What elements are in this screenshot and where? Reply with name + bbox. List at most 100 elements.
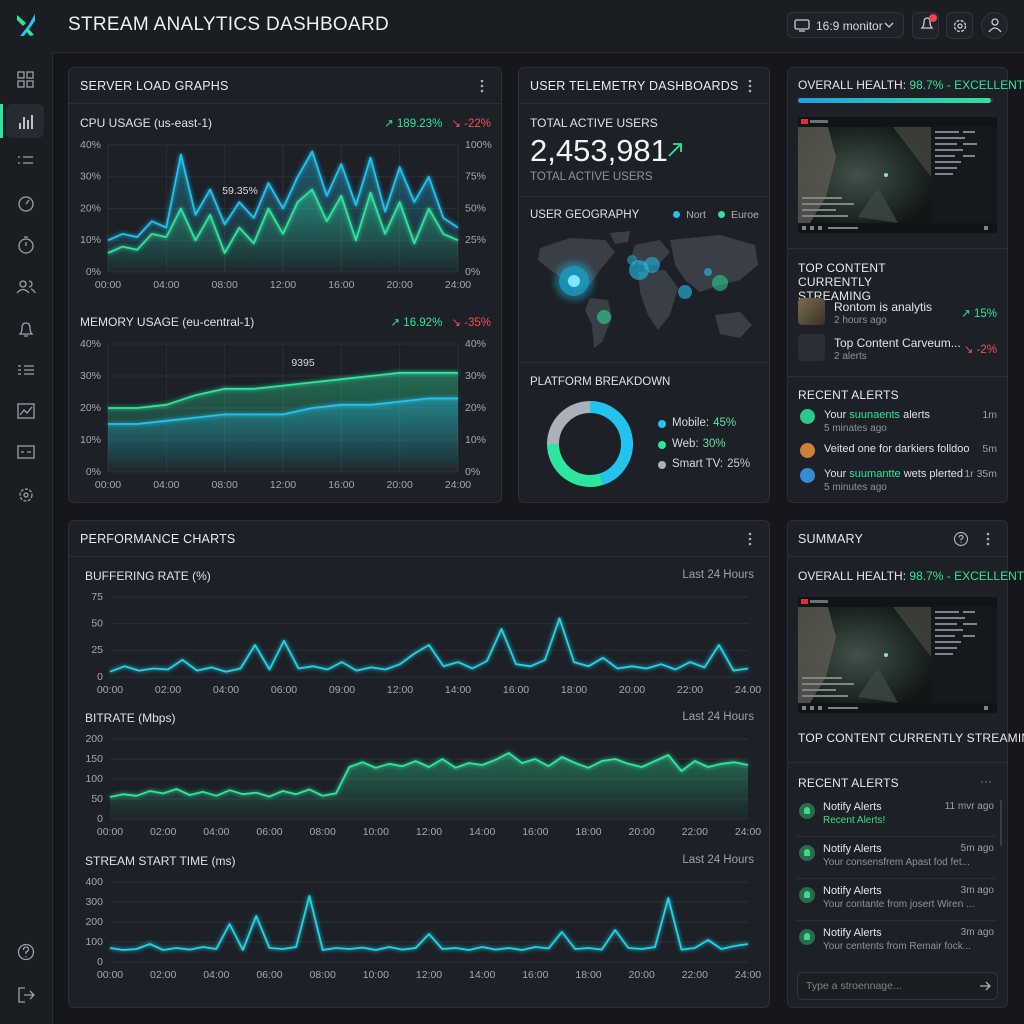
x-tick-label: 04:00 <box>213 684 239 696</box>
bubble <box>704 268 712 276</box>
annotation: 59.35% <box>222 185 258 197</box>
logo-part <box>20 14 35 36</box>
nav-speed[interactable] <box>18 196 34 212</box>
sidebar <box>0 52 53 1024</box>
thumb-lines-part <box>935 161 961 163</box>
menu-button[interactable] <box>747 532 753 546</box>
nav-settings[interactable] <box>19 488 33 502</box>
logo-part <box>26 28 34 36</box>
send-button[interactable] <box>979 980 991 992</box>
x-tick-label: 24.00 <box>735 684 761 696</box>
divider <box>788 376 1007 377</box>
alerts-more[interactable]: ··· <box>980 774 992 788</box>
y-tick-label: 30% <box>80 171 101 183</box>
logo[interactable] <box>14 12 38 38</box>
alert-icon-dot <box>804 807 810 814</box>
nav-logs[interactable] <box>18 365 34 375</box>
menu-button[interactable] <box>985 532 991 546</box>
y2-tick-label: 75% <box>465 171 486 183</box>
alert-time: 5m <box>982 443 997 455</box>
menu-dots <box>986 532 990 546</box>
x-tick-label: 12:00 <box>270 479 296 491</box>
monitor-icon <box>794 19 810 32</box>
panel-title: SERVER LOAD GRAPHS <box>80 79 229 93</box>
stream-thumbnail[interactable] <box>798 117 997 233</box>
thumb-player <box>884 653 888 657</box>
trend-part <box>668 143 682 157</box>
change-down: ↘ -22% <box>451 118 491 130</box>
content-change: ↗ 15% <box>961 308 997 320</box>
bubble <box>644 257 660 273</box>
alert-icon <box>800 409 815 424</box>
health-status: 98.7% - EXCELLENT <box>909 569 1024 583</box>
x-tick-label: 09:00 <box>329 684 355 696</box>
value-label: 25% <box>727 458 751 470</box>
sidebar-icons[interactable] <box>16 70 36 1010</box>
menu-dots-part <box>480 79 484 83</box>
menu-button[interactable] <box>747 79 753 93</box>
thumb-lines-part <box>935 173 953 175</box>
nav-help[interactable] <box>17 943 35 961</box>
area <box>108 189 458 272</box>
y-tick-label: 0% <box>86 266 101 278</box>
nav-users[interactable] <box>19 280 27 288</box>
alert-meta: 5 minates ago <box>824 423 887 434</box>
nav-reports[interactable] <box>17 403 35 419</box>
monitor-dropdown[interactable] <box>787 12 904 38</box>
thumb-lines-part <box>963 635 975 637</box>
x-tick-label: 14:00 <box>445 684 471 696</box>
settings-button[interactable] <box>946 12 973 39</box>
thumb-rock <box>893 127 931 177</box>
bell-icon <box>920 14 937 29</box>
alert-text: Veited one for darkiers folldoo <box>824 443 970 455</box>
x-tick-label: 24:00 <box>445 279 471 291</box>
scrollbar[interactable] <box>1000 800 1002 846</box>
x-tick-label: 16:00 <box>503 684 529 696</box>
section-title: TOP CONTENT CURRENTLY STREAMING <box>798 261 886 303</box>
menu-dots-part <box>748 532 752 536</box>
divider <box>797 878 995 879</box>
x-tick-label: 06:00 <box>256 826 282 838</box>
thumb-lines-part <box>935 647 957 649</box>
x-tick-label: 20:00 <box>629 969 655 981</box>
nav-logout[interactable] <box>18 987 35 1003</box>
alert-meta: Your centents from Remair fock... <box>823 941 972 952</box>
x-tick-label: 00:00 <box>95 279 121 291</box>
world-map <box>538 231 758 348</box>
y2-tick-label: 25% <box>465 234 486 246</box>
x-tick-label: 24:00 <box>445 479 471 491</box>
panel-title: USER TELEMETRY DASHBOARDS <box>530 79 739 93</box>
menu-dots <box>748 532 752 546</box>
nav-speed-part <box>25 199 30 205</box>
nav-timer[interactable] <box>18 238 34 254</box>
thumb-lines-part <box>828 227 858 229</box>
thumb-lines-part <box>984 226 988 230</box>
nav-alerts[interactable] <box>18 322 34 337</box>
alert-meta: 5 minutes ago <box>824 482 887 493</box>
health-status: 98.7% - EXCELLENT <box>909 78 1024 92</box>
alert-text-part: Veited one for darkiers folldoo <box>824 443 970 455</box>
menu-button[interactable] <box>479 79 485 93</box>
chart-title: STREAM START TIME (ms) <box>85 854 236 868</box>
nav-list[interactable] <box>18 156 33 164</box>
health-line: OVERALL HEALTH: 98.7% - EXCELLENT <box>798 78 1024 92</box>
line <box>107 188 459 254</box>
nav-terminal[interactable] <box>17 445 35 459</box>
alert-icon-dot <box>804 933 810 940</box>
legend-swatch <box>658 461 666 469</box>
stream-thumbnail[interactable] <box>798 597 997 713</box>
message-input[interactable] <box>797 972 998 1000</box>
legend-label: Nort <box>686 209 706 221</box>
help-button[interactable] <box>953 531 969 547</box>
x-tick-label: 20:00 <box>387 479 413 491</box>
alert-icon-dot <box>804 891 810 898</box>
donut-slice <box>547 401 591 445</box>
y-tick-label: 0 <box>97 671 103 683</box>
y-tick-label: 100 <box>85 936 103 948</box>
nav-analytics[interactable] <box>19 115 33 129</box>
divider <box>519 362 769 363</box>
category-label: Mobile: <box>672 417 710 429</box>
x-tick-label: 22:00 <box>677 684 703 696</box>
nav-dashboard[interactable] <box>17 71 25 79</box>
thumb-lines-part <box>935 167 957 169</box>
